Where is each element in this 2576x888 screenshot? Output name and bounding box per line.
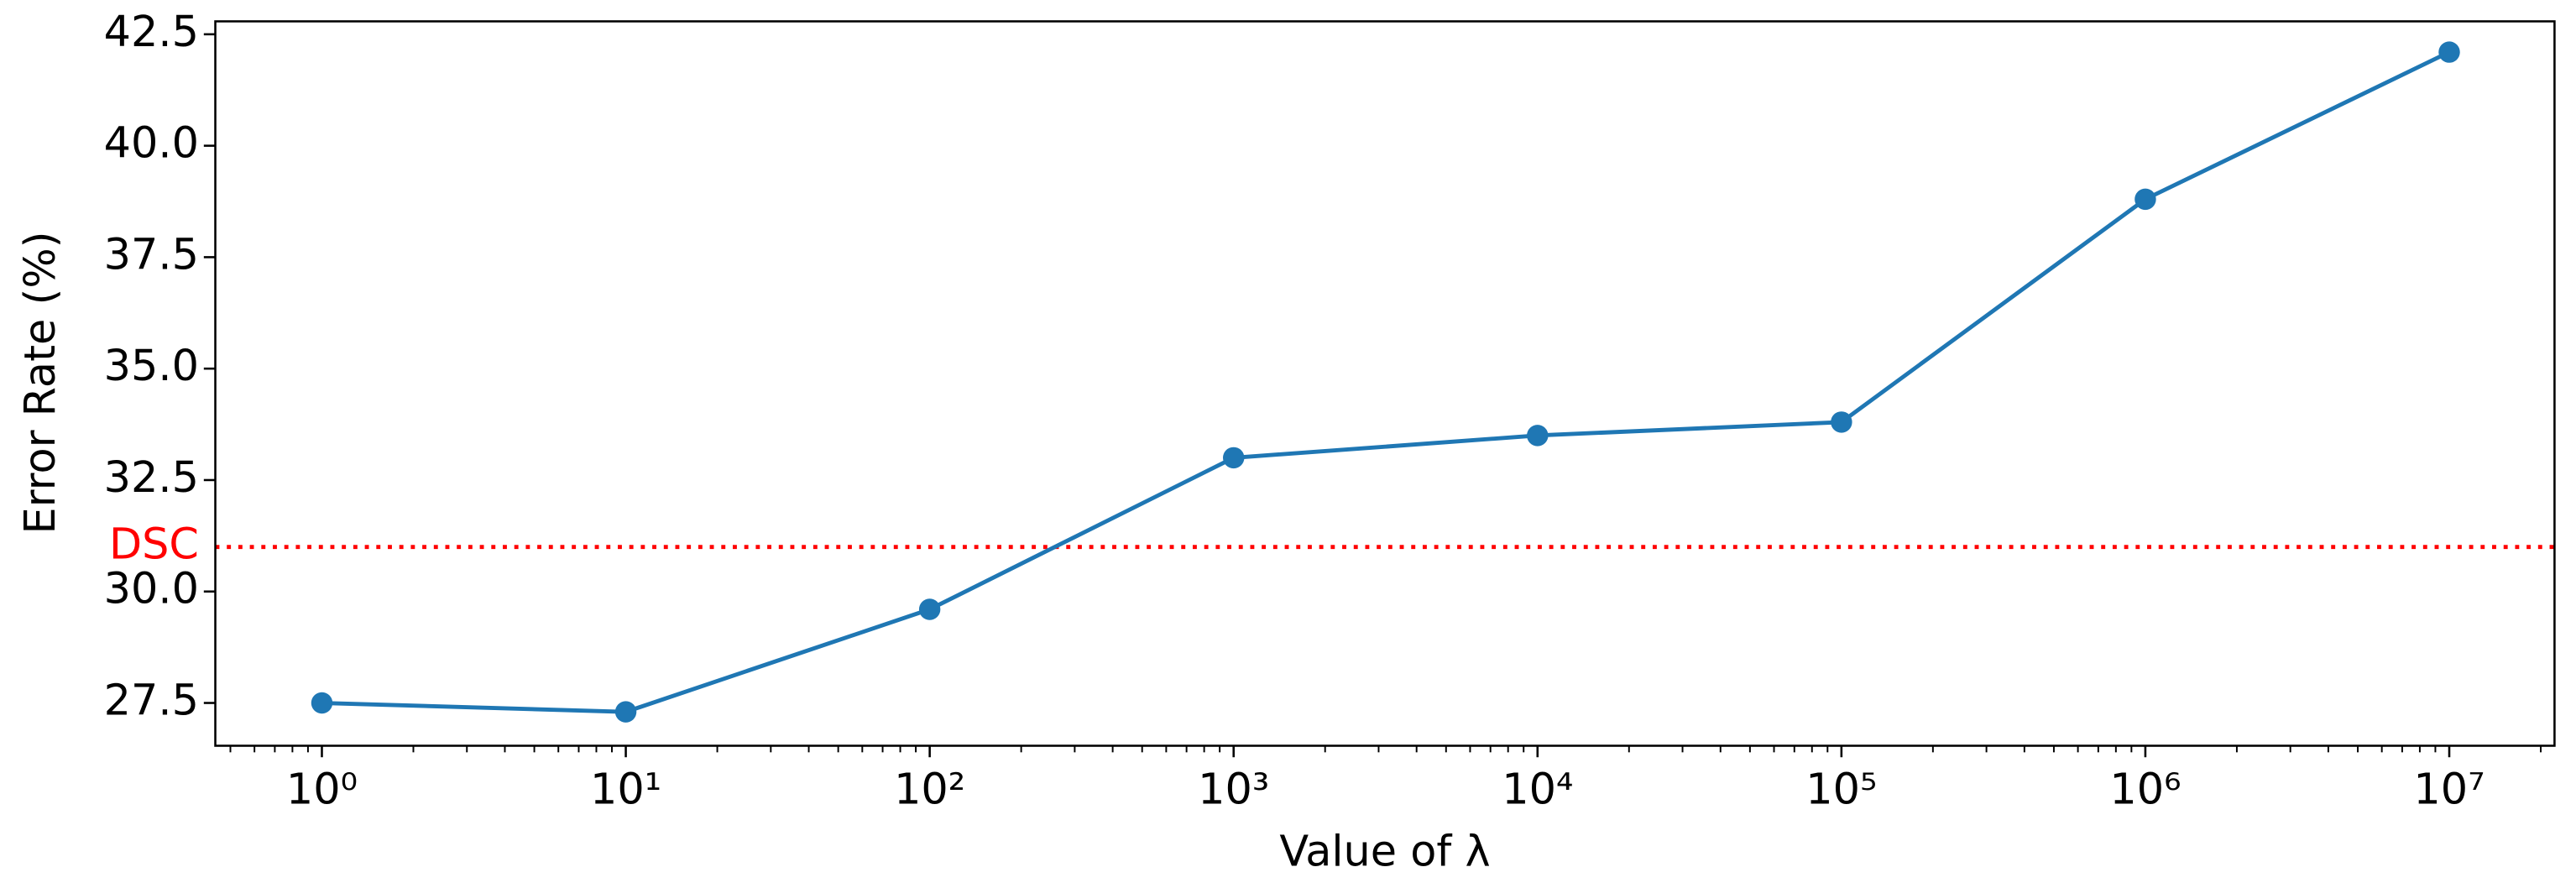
- y-tick-label: 30.0: [104, 564, 199, 614]
- data-point: [1527, 425, 1549, 447]
- plot-frame: [214, 20, 2556, 747]
- x-axis-label: Value of λ: [1279, 827, 1490, 876]
- data-point: [2134, 188, 2156, 211]
- x-tick-label: 10⁷: [2413, 764, 2485, 813]
- y-tick-label: 27.5: [104, 676, 199, 725]
- x-tick-label: 10⁰: [286, 764, 358, 813]
- y-tick-label: 42.5: [104, 7, 199, 56]
- y-tick-label: 35.0: [104, 341, 199, 390]
- x-tick-label: 10⁶: [2109, 764, 2181, 813]
- reference-label: DSC: [109, 520, 199, 569]
- y-tick-label: 40.0: [104, 118, 199, 168]
- y-tick-label: 32.5: [104, 452, 199, 502]
- x-tick-label: 10⁵: [1805, 764, 1877, 813]
- data-point: [311, 692, 333, 714]
- x-tick-label: 10¹: [590, 764, 661, 813]
- data-point: [1222, 447, 1245, 469]
- y-tick-label: 37.5: [104, 229, 199, 279]
- y-axis-label: Error Rate (%): [15, 231, 65, 534]
- data-point: [614, 701, 637, 723]
- data-point: [1831, 411, 1852, 433]
- data-point: [2438, 41, 2460, 63]
- x-tick-label: 10²: [894, 764, 965, 813]
- series-line: [321, 50, 2451, 714]
- x-tick-label: 10⁴: [1502, 764, 1573, 813]
- x-tick-label: 10³: [1198, 764, 1269, 813]
- data-point: [918, 598, 941, 620]
